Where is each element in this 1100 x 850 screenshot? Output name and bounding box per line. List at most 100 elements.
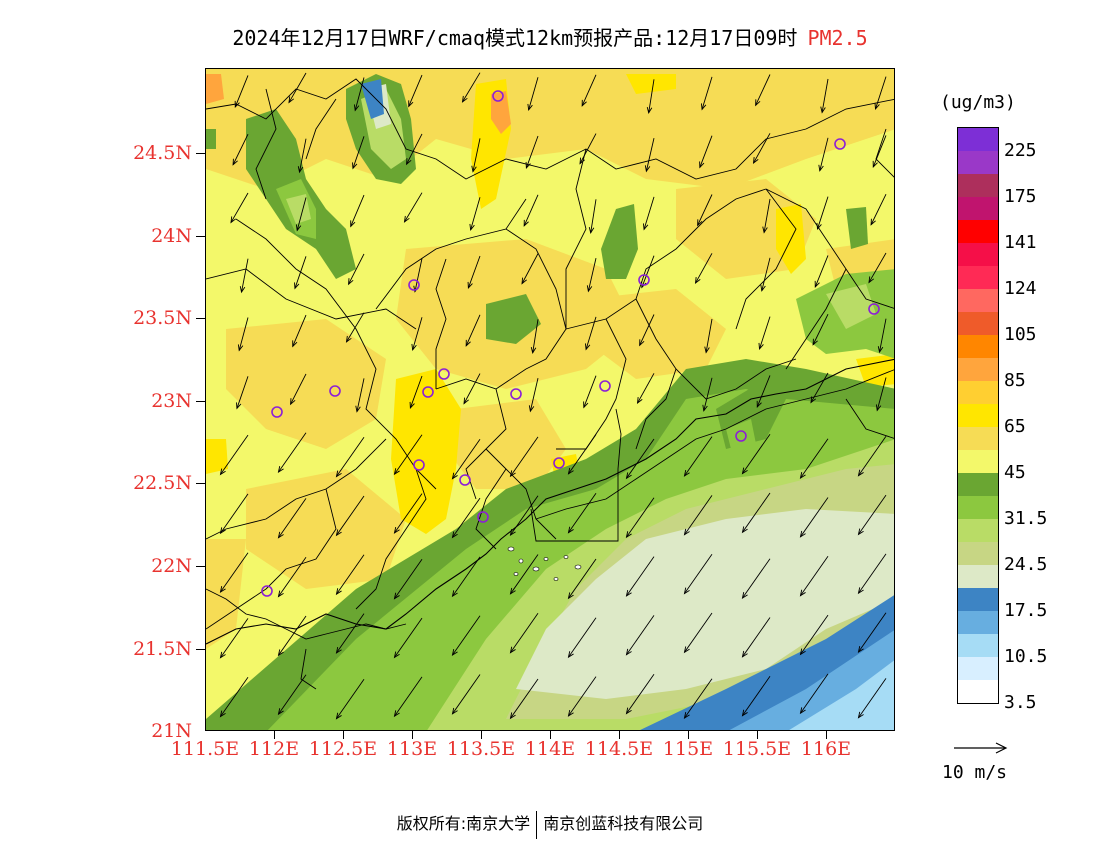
wind-arrow-head bbox=[471, 165, 477, 173]
wind-arrow bbox=[238, 317, 249, 351]
station-marker[interactable] bbox=[329, 385, 341, 397]
pollution-map[interactable] bbox=[205, 68, 895, 731]
wind-arrow bbox=[521, 253, 539, 284]
station-marker[interactable] bbox=[413, 459, 425, 471]
wind-arrow bbox=[452, 674, 481, 715]
station-marker[interactable] bbox=[459, 474, 471, 486]
wind-arrow-head bbox=[567, 592, 574, 600]
colorbar-label: 10.5 bbox=[1004, 646, 1048, 667]
wind-arrow bbox=[452, 497, 481, 538]
wind-arrow bbox=[292, 314, 307, 347]
wind-key-label: 10 m/s bbox=[942, 762, 1008, 783]
wind-arrow bbox=[404, 192, 423, 223]
lon-label-113-5: 113.5E bbox=[446, 738, 516, 760]
wind-arrow bbox=[352, 136, 365, 169]
wind-arrow bbox=[465, 314, 481, 347]
wind-arrow-head bbox=[509, 587, 516, 595]
admin-boundaries bbox=[206, 78, 894, 690]
wind-arrow bbox=[568, 676, 597, 717]
wind-arrow-head bbox=[704, 346, 710, 354]
station-marker[interactable] bbox=[638, 274, 650, 286]
wind-arrow-head bbox=[467, 281, 473, 290]
wind-arrow bbox=[810, 372, 829, 403]
wind-arrow bbox=[648, 79, 655, 113]
wind-arrow-head bbox=[868, 276, 875, 284]
wind-arrow-head bbox=[509, 470, 516, 478]
lat-label-22-5: 22.5N bbox=[133, 472, 192, 494]
station-marker[interactable] bbox=[553, 457, 565, 469]
colorbar-swatch bbox=[958, 680, 998, 703]
station-marker[interactable] bbox=[408, 279, 420, 291]
wind-arrow-head bbox=[694, 277, 701, 285]
wind-arrow-head bbox=[335, 712, 342, 720]
station-marker[interactable] bbox=[599, 380, 611, 392]
wind-arrow bbox=[639, 314, 655, 346]
wind-arrow bbox=[684, 553, 713, 594]
station-marker[interactable] bbox=[477, 511, 489, 523]
wind-arrow-head bbox=[509, 712, 516, 720]
colorbar-swatch bbox=[958, 542, 998, 565]
wind-arrow bbox=[753, 133, 771, 164]
wind-arrow bbox=[510, 613, 539, 653]
wind-arrow bbox=[467, 255, 481, 289]
station-marker[interactable] bbox=[510, 388, 522, 400]
wind-arrow bbox=[626, 556, 655, 597]
lon-label-113: 113E bbox=[386, 738, 438, 760]
wind-arrow-head bbox=[799, 707, 806, 715]
lat-tick bbox=[196, 649, 205, 650]
wind-arrow bbox=[529, 377, 539, 412]
colorbar-label: 175 bbox=[1004, 186, 1037, 207]
station-marker[interactable] bbox=[422, 386, 434, 398]
station-marker[interactable] bbox=[271, 406, 283, 418]
station-marker[interactable] bbox=[492, 90, 504, 102]
wind-key-arrow bbox=[954, 742, 1008, 754]
wind-arrow bbox=[684, 678, 713, 719]
wind-arrow bbox=[568, 558, 597, 599]
lat-label-23-5: 23.5N bbox=[133, 307, 192, 329]
station-marker[interactable] bbox=[261, 585, 273, 597]
wind-arrow bbox=[812, 314, 829, 345]
station-marker[interactable] bbox=[868, 303, 880, 315]
wind-arrow bbox=[510, 495, 539, 536]
wind-arrow bbox=[821, 78, 829, 113]
wind-arrow bbox=[470, 197, 481, 231]
footer-separator bbox=[536, 810, 538, 839]
station-marker[interactable] bbox=[438, 368, 450, 380]
lon-tick bbox=[688, 731, 689, 739]
wind-arrow bbox=[406, 133, 423, 165]
wind-arrow-head bbox=[451, 707, 458, 715]
wind-arrow bbox=[697, 194, 713, 226]
wind-arrow bbox=[875, 76, 887, 110]
wind-arrow-head bbox=[237, 344, 244, 352]
station-marker[interactable] bbox=[834, 138, 846, 150]
lat-tick bbox=[196, 566, 205, 567]
lat-label-24: 24N bbox=[151, 225, 192, 247]
wind-arrow bbox=[510, 554, 539, 595]
wind-arrow-head bbox=[403, 215, 410, 223]
wind-arrow-head bbox=[625, 589, 632, 597]
lat-tick bbox=[196, 236, 205, 237]
wind-arrow-head bbox=[465, 339, 471, 347]
wind-arrow bbox=[336, 436, 365, 477]
wind-arrow bbox=[336, 613, 365, 654]
wind-arrow-head bbox=[219, 468, 226, 476]
colorbar-swatch bbox=[958, 381, 998, 404]
wind-arrow bbox=[876, 377, 887, 411]
station-marker[interactable] bbox=[735, 430, 747, 442]
wind-arrow-head bbox=[625, 531, 632, 539]
lat-label-21-5: 21.5N bbox=[133, 638, 192, 660]
wind-arrow bbox=[394, 493, 423, 534]
wind-arrow bbox=[583, 375, 597, 408]
wind-arrow bbox=[220, 676, 249, 717]
wind-arrow-head bbox=[288, 96, 295, 104]
wind-arrow bbox=[230, 192, 249, 223]
wind-arrow-head bbox=[874, 102, 880, 111]
wind-arrow bbox=[701, 76, 713, 110]
wind-arrow-head bbox=[857, 528, 864, 536]
lon-tick bbox=[343, 731, 344, 739]
lon-label-114-5: 114.5E bbox=[584, 738, 654, 760]
colorbar-label: 141 bbox=[1004, 232, 1037, 253]
wind-arrow-head bbox=[348, 278, 354, 286]
footer-left: 版权所有:南京大学 bbox=[396, 814, 531, 833]
wind-arrow-head bbox=[521, 277, 527, 285]
